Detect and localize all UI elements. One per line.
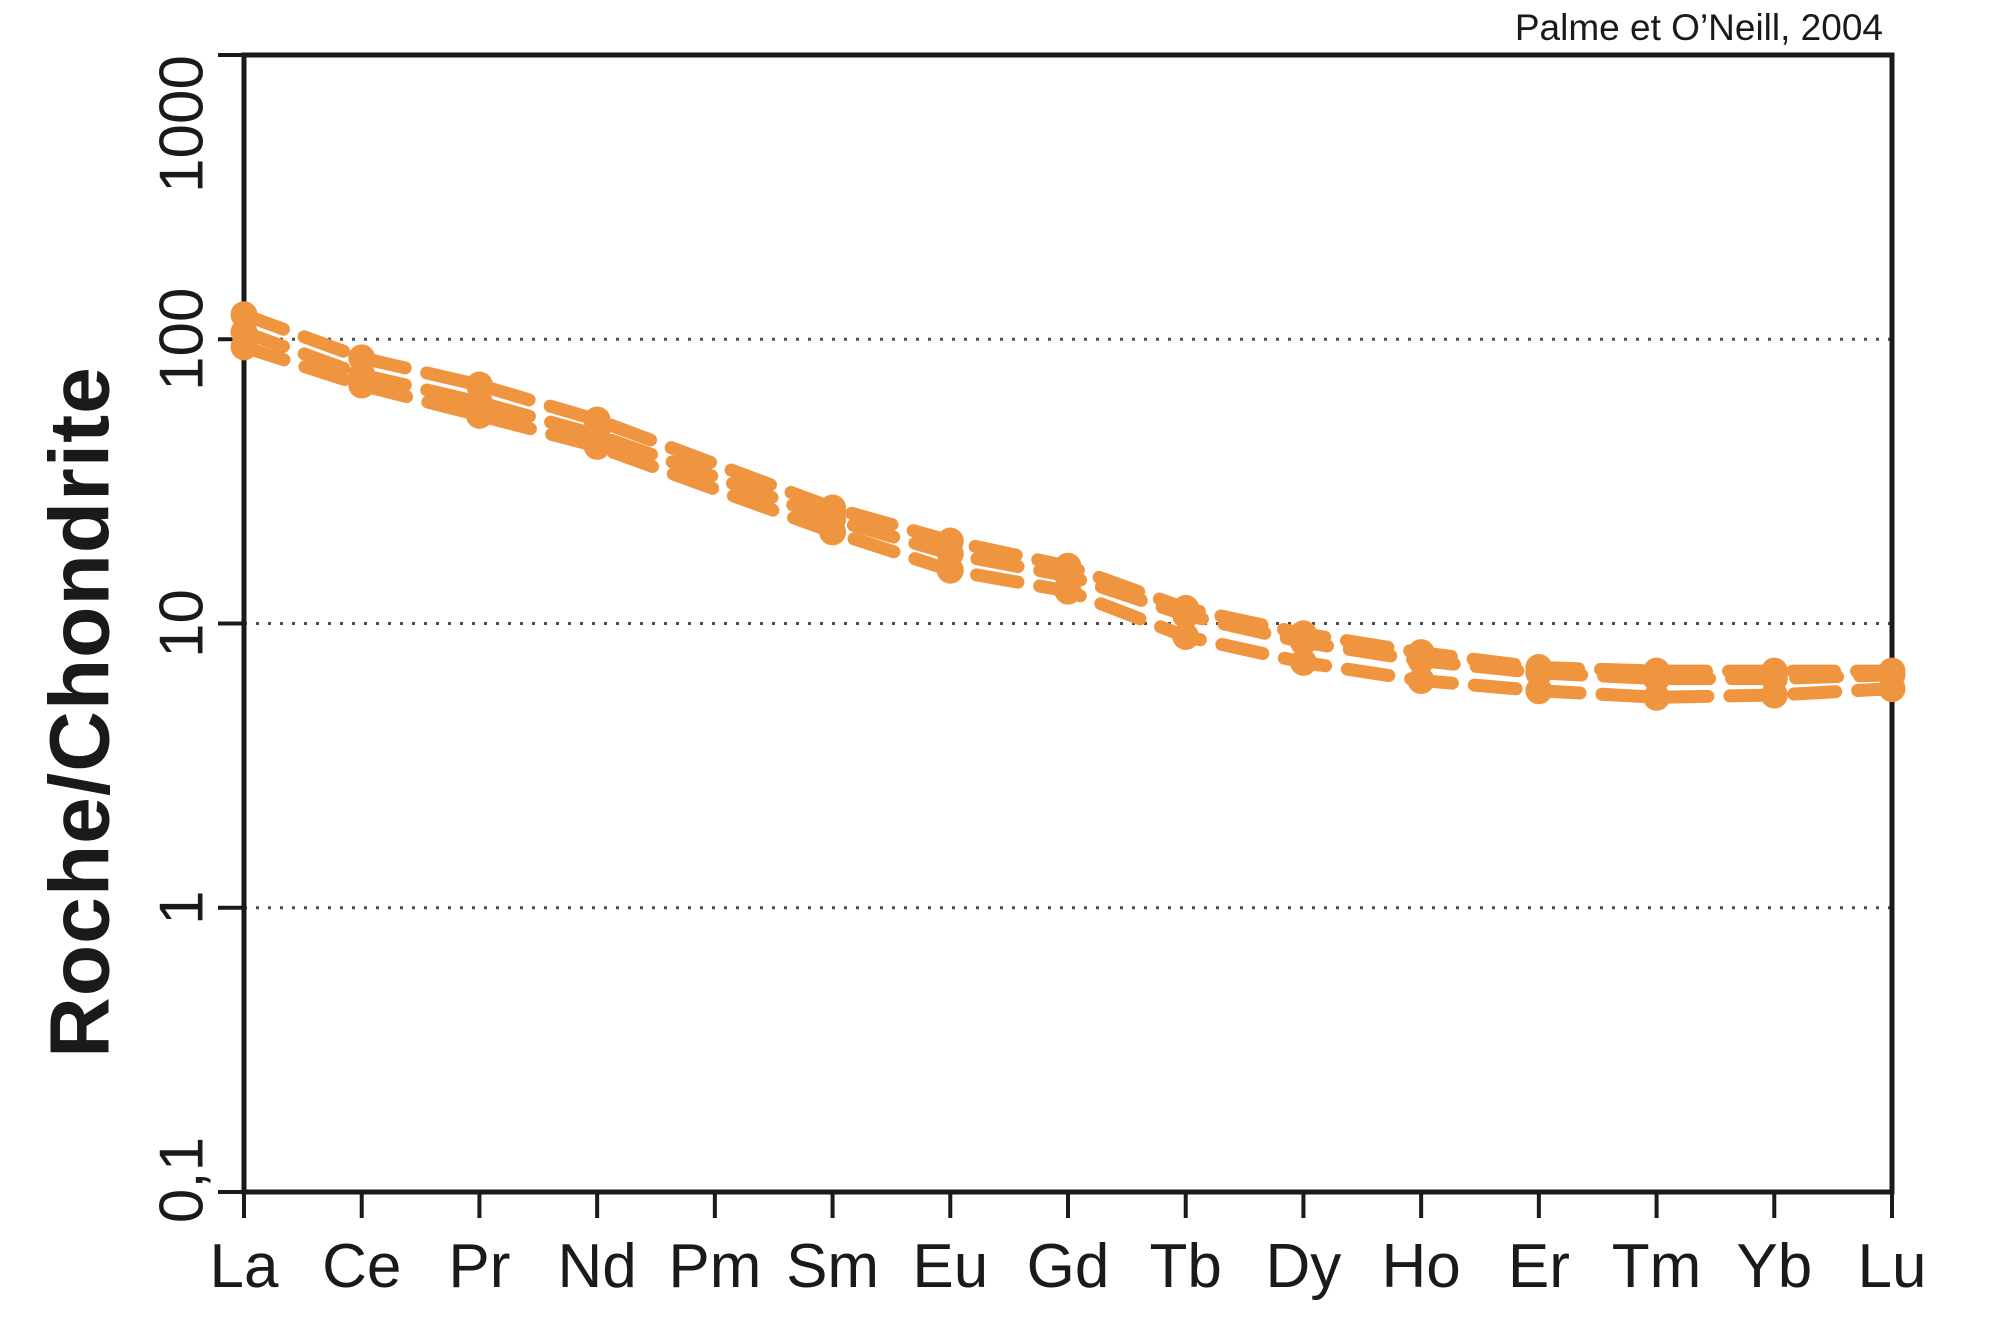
x-axis-category-label: Pr (448, 1232, 510, 1301)
plot-border (241, 52, 1895, 1195)
series-1-marker (1172, 594, 1200, 622)
x-axis-category-label: Tb (1150, 1232, 1222, 1301)
series-1-marker (936, 527, 964, 555)
x-axis-category-label: Ho (1382, 1232, 1461, 1301)
series-1-marker (1407, 639, 1435, 667)
series-3-marker (1643, 683, 1671, 711)
series-1-marker (819, 494, 847, 522)
x-axis-category-label: La (210, 1232, 279, 1301)
series-1-marker (1760, 657, 1788, 685)
series-3-marker (1407, 667, 1435, 695)
x-axis-category-label: Yb (1736, 1232, 1812, 1301)
series-3-line (237, 340, 1899, 704)
x-axis-category-label: Tm (1612, 1232, 1702, 1301)
series-3-marker (1289, 648, 1317, 676)
series-1-marker (348, 344, 376, 372)
citation-text: Palme et O’Neill, 2004 (1514, 7, 1883, 48)
x-axis-category-label: Er (1508, 1232, 1570, 1301)
series-1-line (237, 308, 1899, 678)
x-axis-category-label: Lu (1858, 1232, 1927, 1301)
y-tick-label: 0,1 (148, 1137, 217, 1223)
series-1-marker (465, 371, 493, 399)
x-axis-category-label: Pm (668, 1232, 761, 1301)
series-1-marker (1525, 654, 1553, 682)
series-1-marker (230, 301, 258, 329)
y-tick-label: 100 (148, 288, 217, 391)
x-axis-category-label: Ce (322, 1232, 401, 1301)
x-axis-category-label: Dy (1266, 1232, 1342, 1301)
y-tick-label: 1 (148, 891, 217, 925)
x-axis-category-label: Nd (558, 1232, 637, 1301)
y-tick-label: 10 (148, 589, 217, 658)
series-3-marker (1172, 623, 1200, 651)
y-tick-label: 1000 (148, 55, 217, 193)
series-1-marker (1878, 657, 1906, 685)
series-1-marker (583, 406, 611, 434)
series-1-marker (1289, 620, 1317, 648)
x-axis-category-label: Sm (786, 1232, 879, 1301)
x-axis-category-label: Eu (912, 1232, 988, 1301)
x-axis-category-label: Gd (1027, 1232, 1110, 1301)
series-2-line (237, 325, 1899, 686)
series-1-marker (1054, 552, 1082, 580)
series-1-marker (1643, 657, 1671, 685)
